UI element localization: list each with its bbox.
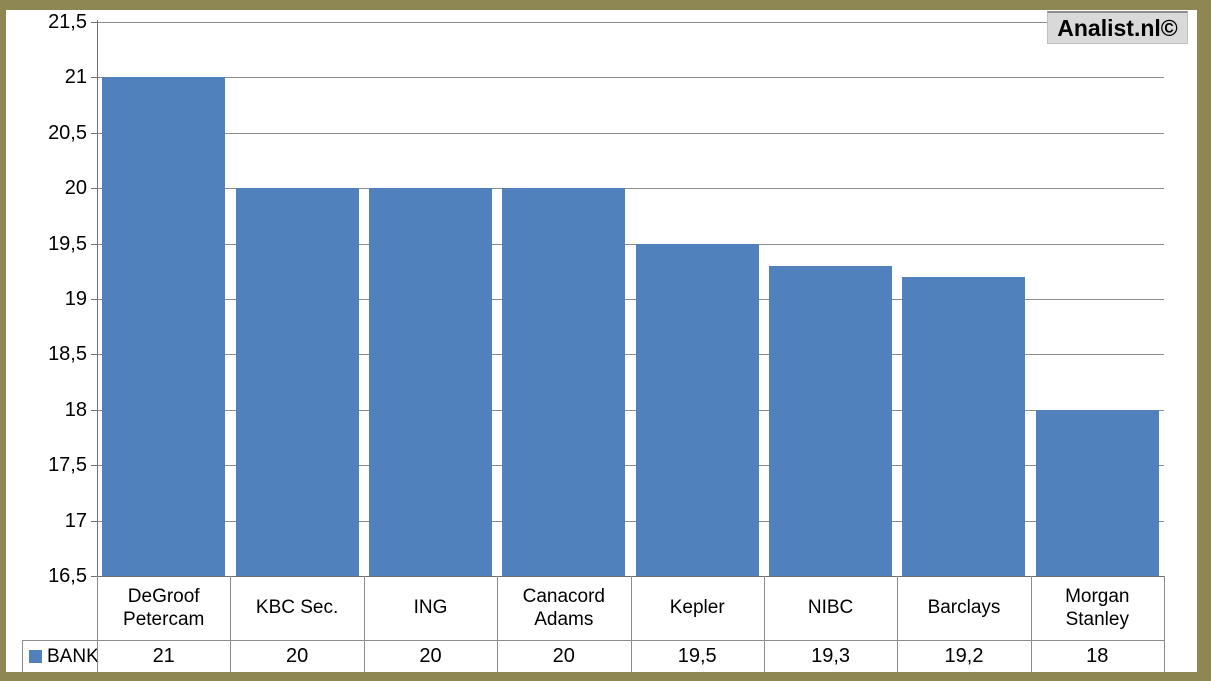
table-column-border [1164,576,1165,672]
bar-degroof-petercam [102,77,226,576]
gridline-18-5 [97,354,1164,355]
gridline-21 [97,77,1164,78]
category-label-morgan-stanley: Morgan Stanley [1065,585,1130,630]
bar-kbc-sec [235,188,359,576]
y-tick-label: 18 [64,399,87,421]
y-tick-mark [91,244,98,245]
value-cell-morgan-stanley: 18 [1086,645,1109,667]
bar-kepler [635,243,759,576]
y-tick-mark [91,133,98,134]
category-label-canacord-adams: Canacord Adams [522,585,605,630]
y-tick-label: 21 [64,66,87,88]
bar-nibc [769,265,893,576]
y-tick-label: 21,5 [48,11,87,33]
y-tick-label: 20 [64,177,87,199]
bar-ing [368,188,492,576]
value-cell-kepler: 19,5 [677,645,717,667]
category-label-barclays: Barclays [927,597,1001,619]
y-tick-mark [91,188,98,189]
category-label-nibc: NIBC [807,597,854,619]
y-tick-mark [91,299,98,300]
y-tick-mark [91,77,98,78]
gridline-18 [97,410,1164,411]
category-label-kbc-sec: KBC Sec. [255,597,339,619]
value-cell-barclays: 19,2 [944,645,984,667]
table-column-border [364,576,365,672]
y-tick-label: 19 [64,288,87,310]
table-column-border [631,576,632,672]
y-tick-label: 19,5 [48,233,87,255]
value-cell-canacord-adams: 20 [552,645,575,667]
category-label-ing: ING [413,597,448,619]
gridline-20-5 [97,133,1164,134]
value-cell-nibc: 19,3 [811,645,851,667]
y-tick-label: 18,5 [48,343,87,365]
legend-cell-border [22,640,23,672]
value-cell-kbc-sec: 20 [285,645,309,667]
y-tick-mark [91,22,98,23]
gridline-20 [97,188,1164,189]
y-tick-mark [91,465,98,466]
gridline-19 [97,299,1164,300]
legend-label: BANK [47,645,99,667]
watermark-badge: Analist.nl© [1047,11,1188,44]
y-tick-mark [91,354,98,355]
y-tick-mark [91,521,98,522]
category-label-degroof-petercam: DeGroof Petercam [123,585,205,630]
bar-morgan-stanley [1035,409,1159,576]
y-tick-mark [91,410,98,411]
table-column-border [97,576,98,672]
y-tick-mark [91,576,98,577]
y-tick-label: 20,5 [48,122,87,144]
gridline-21-5 [97,22,1164,23]
y-tick-label: 17 [64,510,87,532]
bar-canacord-adams [502,188,626,576]
y-tick-label: 16,5 [48,565,87,587]
table-column-border [497,576,498,672]
y-axis-line [97,20,98,672]
table-column-border [897,576,898,672]
gridline-17-5 [97,465,1164,466]
bar-barclays [902,276,1026,576]
value-cell-degroof-petercam: 21 [152,645,175,667]
value-cell-ing: 20 [419,645,442,667]
x-axis-line [97,576,1164,577]
legend-marker-icon [29,650,42,663]
category-label-kepler: Kepler [669,597,725,619]
table-column-border [230,576,231,672]
gridline-17 [97,521,1164,522]
table-column-border [764,576,765,672]
table-row-border [22,640,1164,641]
legend-cell: BANK [23,641,99,672]
table-column-border [1031,576,1032,672]
y-tick-label: 17,5 [48,454,87,476]
gridline-19-5 [97,244,1164,245]
